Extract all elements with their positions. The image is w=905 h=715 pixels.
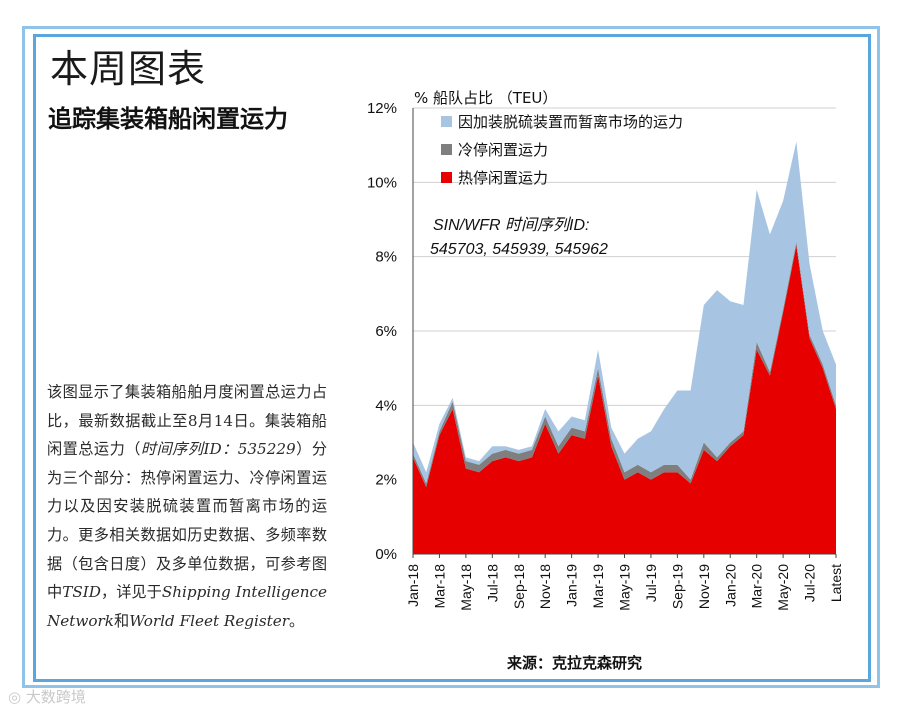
x-tick-label: Jan-18 [405,564,421,607]
source-credit: 来源：克拉克森研究 [507,654,643,672]
x-tick-label: Jan-19 [564,564,580,607]
area-series [413,141,836,554]
chart-description: 该图显示了集装箱船舶月度闲置总运力占比，最新数据截止至8月14日。集装箱船闲置总… [47,378,327,635]
desc-part-3: ，详见于 [100,583,162,602]
x-tick-label: Mar-18 [431,564,447,609]
x-tick-label: May-20 [775,564,791,611]
desc-part-1: 该图显示了集装箱船舶月度闲置总运力占比，最新数据截止至8月14日。集装箱船闲置总… [47,383,327,459]
desc-wfr-name: World Fleet Register [129,611,290,630]
area-因加装脱硫装置而暂离市场的运力 [413,141,836,484]
chart-subtitle: 追踪集装箱船闲置运力 [48,105,288,133]
y-tick-label: 12% [367,100,397,117]
page-title: 本周图表 [50,47,207,91]
desc-tsid-em: 时间序列ID：535229 [140,440,296,459]
y-tick-label: 0% [375,546,397,563]
legend-label: 因加装脱硫装置而暂离市场的运力 [458,113,683,131]
x-tick-label: Sep-18 [511,564,527,609]
x-tick-label: Nov-19 [696,564,712,609]
y-tick-label: 10% [367,174,397,191]
y-tick-label: 6% [375,323,397,340]
x-tick-labels: Jan-18 Mar-18 May-18 Jul-18 Sep-18 Nov-18 Jan-… [405,554,844,611]
y-tick-labels: 0% 2% 4% 6% 8% 10% 12% [367,100,397,563]
x-tick-label: May-18 [458,564,474,611]
watermark-icon: ◎ [8,688,22,706]
legend-swatch [441,144,452,155]
legend-label: 冷停闲置运力 [458,141,548,159]
x-tick-label: Jul-18 [484,564,500,602]
series-id-annotation-line-1: SIN/WFR 时间序列ID: [433,216,589,234]
watermark: ◎ 大数跨境 [8,686,86,707]
x-tick-label: Jul-19 [643,564,659,602]
y-axis-label: % 船队占比 （TEU） [414,89,557,107]
x-tick-label: Jul-20 [802,564,818,602]
x-tick-label: Sep-19 [669,564,685,609]
y-tick-label: 8% [375,249,397,266]
desc-part-4: 和 [114,611,130,630]
desc-sin-name: Shipping Intelligence Network [47,583,328,630]
series-id-annotation-line-2: 545703, 545939, 545962 [430,241,608,258]
x-tick-label: Mar-20 [749,564,765,609]
legend-swatch [441,172,452,183]
legend-label: 热停闲置运力 [458,169,548,187]
x-tick-label: Mar-19 [590,564,606,609]
x-tick-label: Nov-18 [537,564,553,609]
y-tick-label: 2% [375,472,397,489]
legend-swatch [441,116,452,127]
desc-part-2: ）分为三个部分：热停闲置运力、冷停闲置运力以及因安装脱硫装置而暂离市场的运力。更… [47,440,328,602]
x-tick-label: May-19 [617,564,633,611]
watermark-text: 大数跨境 [25,688,86,706]
desc-tsid-label: TSID [62,583,101,602]
x-tick-label: Jan-20 [722,564,738,607]
inner-frame [33,34,871,682]
x-tick-label: Latest [828,564,844,602]
area-热停闲置运力 [413,245,836,554]
y-tick-label: 4% [375,397,397,414]
desc-part-5: 。 [289,611,305,630]
